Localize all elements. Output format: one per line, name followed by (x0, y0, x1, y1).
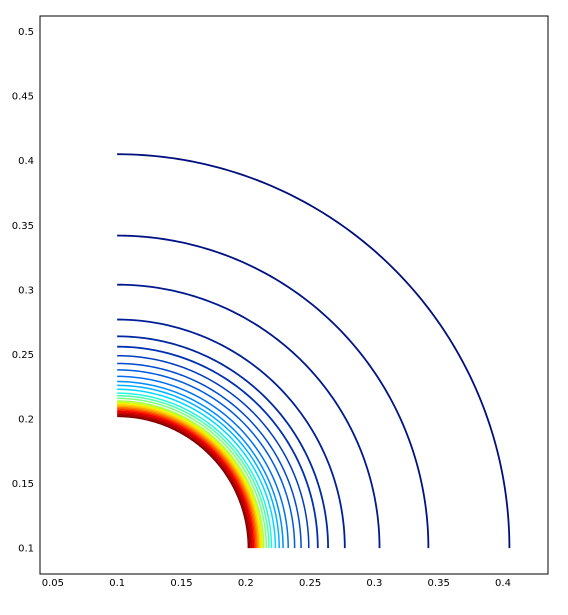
x-axis-tick-labels: 0.05 0.1 0.15 0.2 0.25 0.3 0.35 0.4 (42, 578, 511, 589)
contour-line (117, 400, 265, 549)
contour-line (117, 402, 262, 549)
x-tick-label: 0.25 (299, 578, 321, 589)
contour-line (117, 345, 319, 549)
y-tick-label: 0.25 (12, 350, 34, 361)
x-tick-label: 0.3 (366, 578, 382, 589)
contour-line (117, 414, 251, 549)
contour-line (117, 401, 264, 549)
x-tick-label: 0.15 (170, 578, 192, 589)
contour-line (117, 415, 250, 549)
x-tick-label: 0.1 (109, 578, 125, 589)
contour-line (117, 384, 280, 549)
y-tick-label: 0.3 (18, 285, 34, 296)
contour-line (117, 318, 346, 549)
plot-frame (39, 15, 549, 575)
contour-line (117, 375, 289, 549)
x-tick-label: 0.05 (42, 578, 64, 589)
y-tick-label: 0.2 (18, 415, 34, 426)
contour-line (117, 392, 273, 549)
contour-line (117, 406, 259, 549)
contour-line (117, 409, 256, 549)
contour-line (117, 362, 302, 549)
contour-line (117, 369, 296, 549)
contour-line (117, 380, 284, 549)
y-tick-label: 0.45 (12, 92, 34, 103)
contour-line (117, 411, 253, 549)
contour-line (117, 405, 260, 549)
contour-line (117, 153, 511, 549)
y-tick-label: 0.1 (18, 544, 34, 555)
contour-line (117, 395, 270, 549)
contour-line (117, 413, 252, 549)
contour-line (117, 354, 310, 549)
y-axis-tick-labels: 0.1 0.15 0.2 0.25 0.3 0.35 0.4 0.45 0.5 (12, 27, 34, 555)
contour-line (117, 397, 268, 549)
x-tick-label: 0.35 (428, 578, 450, 589)
y-tick-label: 0.35 (12, 221, 34, 232)
y-tick-label: 0.4 (18, 156, 34, 167)
y-tick-label: 0.15 (12, 479, 34, 490)
contour-line (117, 388, 277, 549)
contour-line (117, 407, 257, 549)
contour-line (117, 234, 430, 549)
contour-lines (117, 153, 511, 549)
contour-line (117, 335, 329, 549)
contour-line (117, 410, 255, 549)
y-tick-label: 0.5 (18, 27, 34, 38)
x-tick-label: 0.2 (238, 578, 254, 589)
contour-line (117, 404, 261, 549)
contour-line (117, 283, 381, 549)
x-tick-label: 0.4 (495, 578, 511, 589)
